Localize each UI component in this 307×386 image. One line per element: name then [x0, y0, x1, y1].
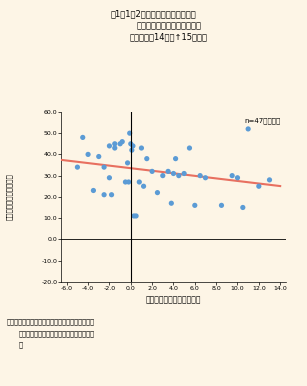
Text: 成: 成 [18, 342, 22, 348]
Point [246, 126, 251, 132]
Text: 事業連合会『電気事業便覧』より環境省作: 事業連合会『電気事業便覧』より環境省作 [18, 330, 95, 337]
Point [139, 145, 144, 151]
Point [187, 145, 192, 151]
Text: 増加率と使用電力量増加率の: 増加率と使用電力量増加率の [136, 21, 201, 30]
Point [128, 141, 133, 147]
Point [198, 173, 203, 179]
Point [127, 130, 132, 136]
Point [134, 213, 138, 219]
Point [129, 147, 134, 153]
Point [118, 141, 122, 147]
Point [166, 168, 171, 174]
Text: 資料：総務省『国勢調査』『人口推計』及び電気: 資料：総務省『国勢調査』『人口推計』及び電気 [6, 318, 94, 325]
Point [126, 179, 131, 185]
Point [75, 164, 80, 170]
Text: 図1－1－2　都道府県における人口: 図1－1－2 都道府県における人口 [111, 10, 196, 19]
Text: n=47都道府県: n=47都道府県 [245, 117, 281, 124]
Point [91, 187, 96, 193]
Point [240, 205, 245, 211]
Point [171, 171, 176, 177]
Point [137, 179, 142, 185]
Point [235, 174, 240, 181]
Point [96, 153, 101, 160]
Point [86, 151, 91, 157]
Point [173, 156, 178, 162]
Point [109, 191, 114, 198]
Point [107, 174, 112, 181]
Point [267, 177, 272, 183]
Point [123, 179, 128, 185]
Point [176, 173, 181, 179]
Point [169, 200, 174, 206]
Point [112, 141, 117, 147]
Point [102, 164, 107, 170]
Point [130, 143, 135, 149]
Point [256, 183, 261, 190]
Point [125, 160, 130, 166]
Point [141, 183, 146, 190]
Point [131, 213, 136, 219]
Point [102, 191, 107, 198]
Point [144, 156, 149, 162]
Text: 比較（平成14年度↑15年度）: 比較（平成14年度↑15年度） [130, 33, 208, 42]
Point [192, 202, 197, 208]
Point [150, 168, 154, 174]
Point [219, 202, 224, 208]
X-axis label: 都道府県人口増加率（％）: 都道府県人口増加率（％） [146, 295, 201, 304]
Point [230, 173, 235, 179]
Point [120, 139, 125, 145]
Point [160, 173, 165, 179]
Point [203, 174, 208, 181]
Point [112, 145, 117, 151]
Point [155, 190, 160, 196]
Point [80, 134, 85, 141]
Point [107, 143, 112, 149]
Text: 電力使用量増加率（％）: 電力使用量増加率（％） [6, 173, 13, 220]
Point [182, 171, 187, 177]
